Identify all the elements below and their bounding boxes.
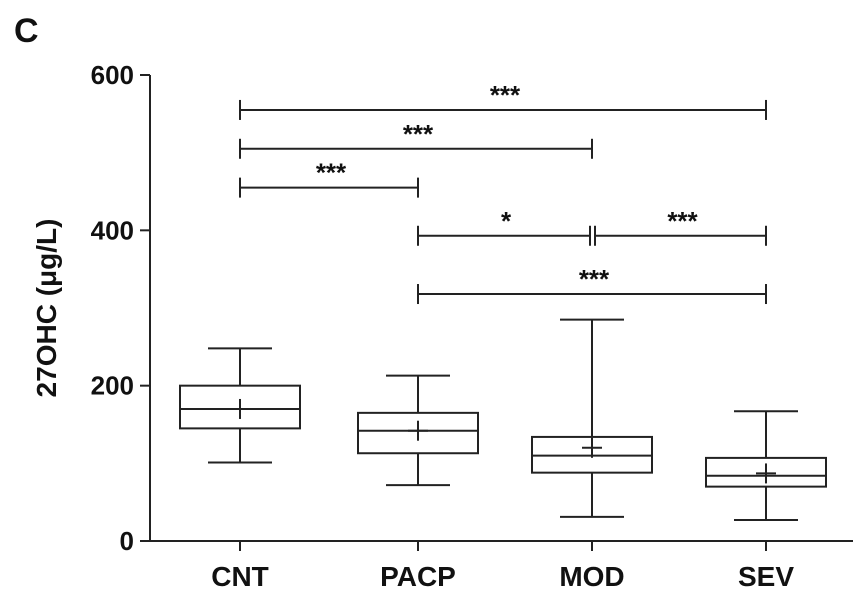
y-axis-title: 27OHC (μg/L) xyxy=(31,219,62,398)
significance-bracket: *** xyxy=(239,119,593,159)
x-category-label: SEV xyxy=(738,561,794,592)
significance-label: *** xyxy=(403,119,434,149)
iqr-box xyxy=(357,411,479,455)
iqr-box xyxy=(705,456,827,488)
significance-bracket: * xyxy=(417,206,591,246)
significance-bracket: *** xyxy=(239,158,419,198)
significance-bracket: *** xyxy=(594,206,767,246)
y-tick-label: 200 xyxy=(91,371,134,401)
significance-bracket: *** xyxy=(239,80,767,120)
significance-brackets: ********** ****** xyxy=(239,80,767,305)
panel-label: C xyxy=(14,12,39,50)
significance-label: * xyxy=(501,206,512,236)
y-tick-label: 600 xyxy=(91,60,134,90)
significance-label: *** xyxy=(490,80,521,110)
y-tick-label: 0 xyxy=(120,526,134,556)
significance-bracket: *** xyxy=(417,264,767,305)
box-pacp xyxy=(357,374,479,487)
box-plot-series xyxy=(179,318,827,522)
axes: 0 200 400 600 CNT PACP MOD SEV xyxy=(91,60,853,592)
box-cnt xyxy=(179,347,301,464)
y-tick-label: 400 xyxy=(91,215,134,245)
x-category-label: CNT xyxy=(211,561,269,592)
iqr-box xyxy=(179,384,301,430)
x-category-label: MOD xyxy=(559,561,624,592)
significance-label: *** xyxy=(667,206,698,236)
box-mod xyxy=(531,318,653,518)
x-category-label: PACP xyxy=(380,561,456,592)
box-sev xyxy=(705,410,827,522)
significance-label: *** xyxy=(316,158,347,188)
significance-label: *** xyxy=(579,264,610,294)
